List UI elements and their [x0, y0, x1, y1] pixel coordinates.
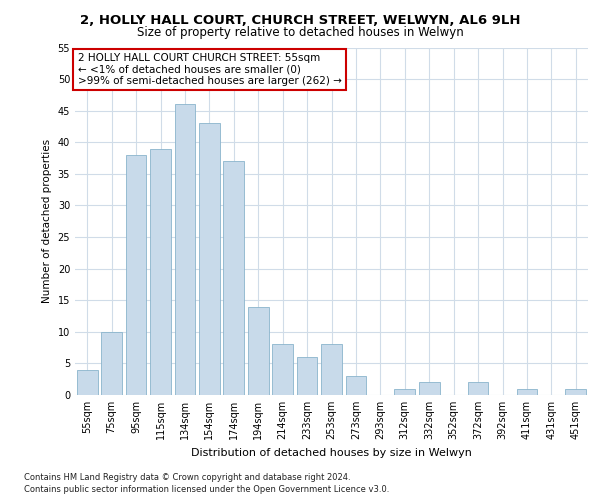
- Bar: [517, 388, 538, 395]
- X-axis label: Distribution of detached houses by size in Welwyn: Distribution of detached houses by size …: [191, 448, 472, 458]
- Bar: [565, 388, 586, 395]
- Bar: [199, 124, 220, 395]
- Bar: [467, 382, 488, 395]
- Bar: [248, 306, 269, 395]
- Bar: [419, 382, 440, 395]
- Bar: [125, 155, 146, 395]
- Text: Contains HM Land Registry data © Crown copyright and database right 2024.: Contains HM Land Registry data © Crown c…: [24, 472, 350, 482]
- Y-axis label: Number of detached properties: Number of detached properties: [42, 139, 52, 304]
- Text: Size of property relative to detached houses in Welwyn: Size of property relative to detached ho…: [137, 26, 463, 39]
- Bar: [77, 370, 98, 395]
- Bar: [394, 388, 415, 395]
- Bar: [223, 161, 244, 395]
- Text: Contains public sector information licensed under the Open Government Licence v3: Contains public sector information licen…: [24, 485, 389, 494]
- Bar: [150, 148, 171, 395]
- Text: 2 HOLLY HALL COURT CHURCH STREET: 55sqm
← <1% of detached houses are smaller (0): 2 HOLLY HALL COURT CHURCH STREET: 55sqm …: [77, 52, 341, 86]
- Bar: [175, 104, 196, 395]
- Bar: [321, 344, 342, 395]
- Bar: [272, 344, 293, 395]
- Bar: [296, 357, 317, 395]
- Bar: [346, 376, 367, 395]
- Text: 2, HOLLY HALL COURT, CHURCH STREET, WELWYN, AL6 9LH: 2, HOLLY HALL COURT, CHURCH STREET, WELW…: [80, 14, 520, 27]
- Bar: [101, 332, 122, 395]
